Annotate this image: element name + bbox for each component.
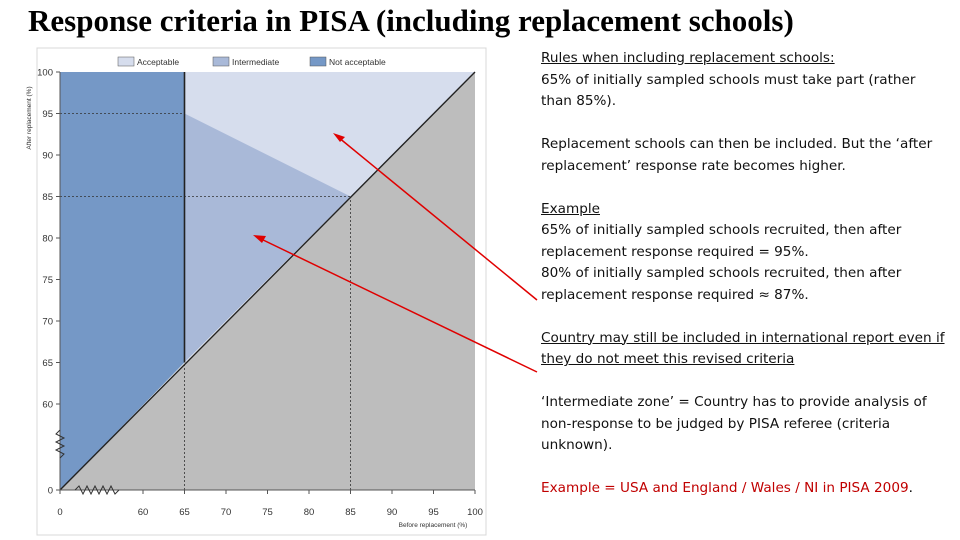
arrow-to-95-line <box>337 136 538 301</box>
y-tick-label-0: 0 <box>48 486 53 497</box>
x-tick-label-90: 90 <box>387 507 398 518</box>
legend-swatch-acceptable <box>117 56 135 67</box>
x-axis-break <box>74 484 120 496</box>
x-tick-label-65: 65 <box>179 507 190 518</box>
x-tick-label-85: 85 <box>345 507 356 518</box>
arrowhead-95 <box>333 133 345 142</box>
x-axis-label: Before replacement (%) <box>399 522 468 529</box>
x-tick-label-80: 80 <box>304 507 315 518</box>
replacement-body: Replacement schools can then be included… <box>541 136 933 174</box>
x-tick-label-75: 75 <box>262 507 273 518</box>
y-axis-label: After replacement (%) <box>26 86 33 149</box>
x-tick-label-100: 100 <box>467 507 483 518</box>
arrowhead-intermediate <box>253 235 266 243</box>
usa-example-period: . <box>908 480 913 496</box>
example-body-2: 80% of initially sampled schools recruit… <box>541 265 902 303</box>
legend-label-not-acceptable: Not acceptable <box>329 57 386 67</box>
x-tick-label-60: 60 <box>138 507 149 518</box>
x-tick-label-0: 0 <box>57 507 62 518</box>
arrow-to-intermediate-line <box>258 237 538 373</box>
y-tick-label-65: 65 <box>42 358 53 369</box>
legend-swatch-not-acceptable <box>309 56 327 67</box>
legend-swatch-intermediate <box>212 56 230 67</box>
annotation-arrows <box>253 133 538 373</box>
chart-legend: Acceptable Intermediate Not acceptable <box>117 56 386 67</box>
rules-body: 65% of initially sampled schools must ta… <box>541 71 916 110</box>
example-body-1: 65% of initially sampled schools recruit… <box>541 222 902 260</box>
region-intermediate <box>184 113 351 363</box>
usa-example-paragraph: Example = USA and England / Wales / NI i… <box>541 478 946 500</box>
rules-panel: Rules when including replacement schools… <box>541 48 946 521</box>
boundary-diagonal <box>59 71 476 491</box>
country-heading: Country may still be included in interna… <box>541 329 945 368</box>
legend-label-acceptable: Acceptable <box>137 57 179 67</box>
y-tick-label-80: 80 <box>42 234 53 245</box>
y-tick-label-100: 100 <box>37 68 53 79</box>
rules-heading: Rules when including replacement schools… <box>541 50 835 66</box>
y-axis-break <box>54 429 66 459</box>
slide-title: Response criteria in PISA (including rep… <box>28 3 794 38</box>
y-tick-label-60: 60 <box>42 400 53 411</box>
y-tick-label-75: 75 <box>42 275 53 286</box>
region-not-acceptable <box>60 72 185 490</box>
example-heading: Example <box>541 200 600 217</box>
y-tick-label-70: 70 <box>42 317 53 328</box>
usa-example: Example = USA and England / Wales / NI i… <box>541 480 909 496</box>
x-tick-label-95: 95 <box>428 507 439 518</box>
y-tick-label-85: 85 <box>42 192 53 203</box>
intermediate-body: ‘Intermediate zone’ = Country has to pro… <box>541 394 927 453</box>
legend-label-intermediate: Intermediate <box>232 57 280 67</box>
y-tick-label-90: 90 <box>42 151 53 162</box>
x-tick-label-70: 70 <box>221 507 232 518</box>
y-tick-label-95: 95 <box>42 109 53 120</box>
